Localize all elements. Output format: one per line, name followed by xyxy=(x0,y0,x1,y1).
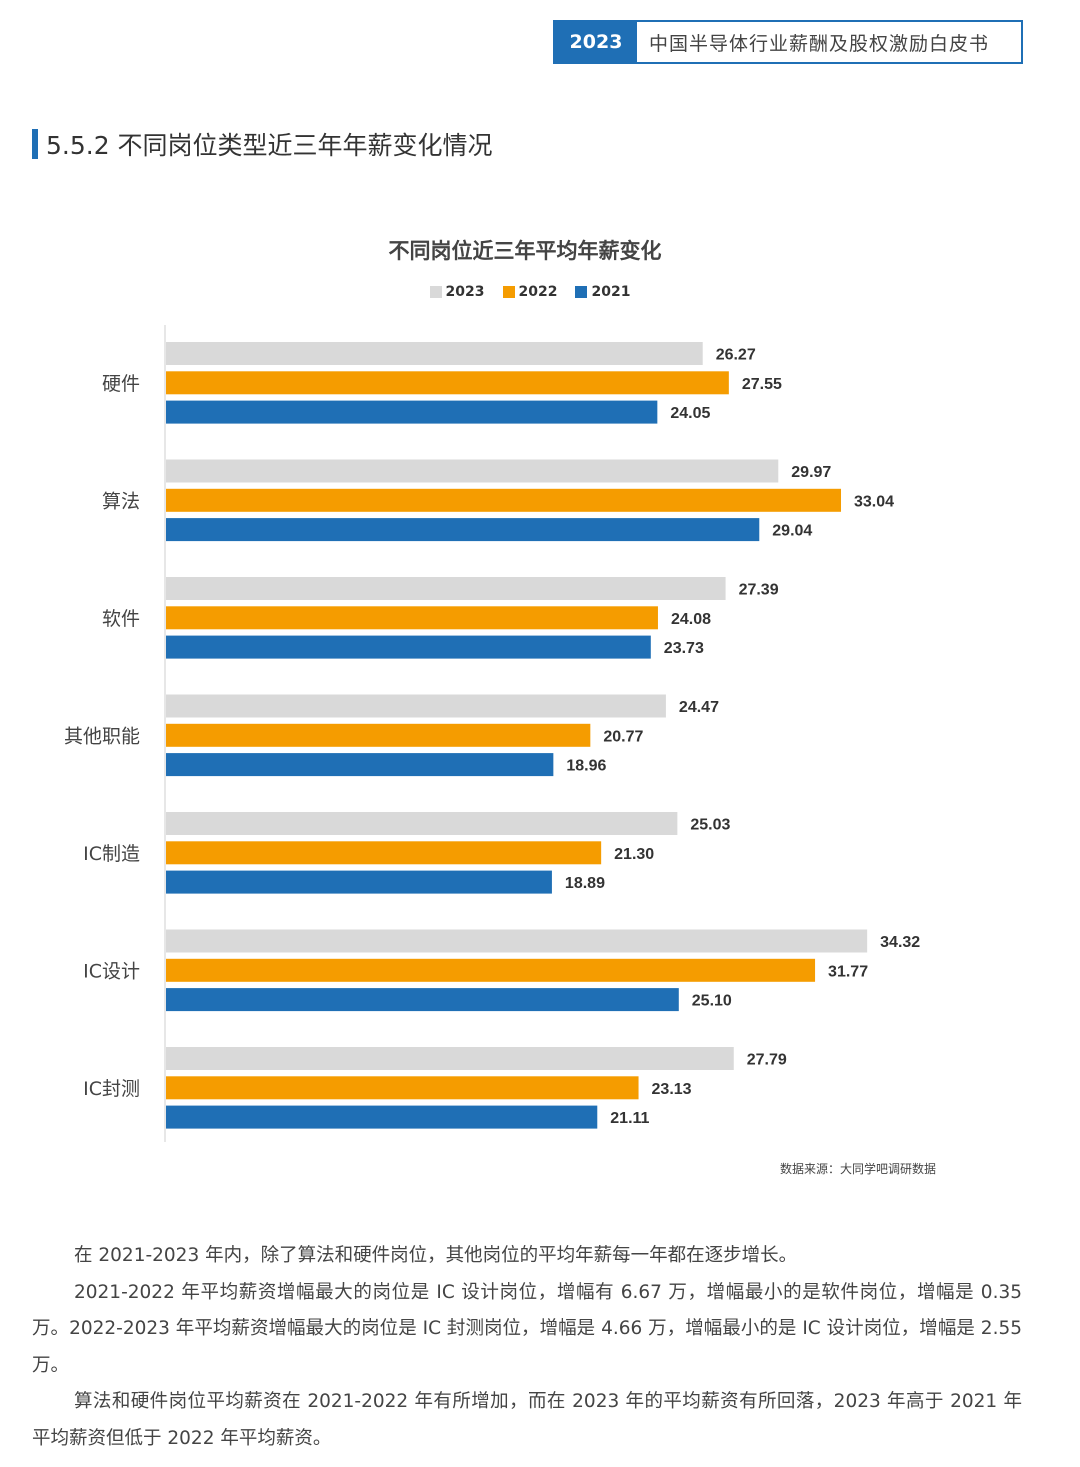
bar-2021 xyxy=(166,988,679,1012)
bar-2021 xyxy=(166,635,651,659)
data-label-2023: 25.03 xyxy=(690,817,730,834)
data-label-2022: 33.04 xyxy=(854,493,894,510)
legend-swatch-2022 xyxy=(502,286,515,298)
bar-2023 xyxy=(166,694,666,718)
legend-swatch-2023 xyxy=(429,286,442,298)
paragraph-2: 2021-2022 年平均薪资增幅最大的岗位是 IC 设计岗位，增幅有 6.67… xyxy=(32,1281,1022,1376)
data-source: 数据来源：大同学吧调研数据 xyxy=(780,1162,937,1176)
bar-2022 xyxy=(166,1076,639,1100)
header-title: 中国半导体行业薪酬及股权激励白皮书 xyxy=(649,32,990,55)
chart-title: 不同岗位近三年平均年薪变化 xyxy=(388,239,662,263)
data-label-2022: 23.13 xyxy=(652,1081,692,1098)
bar-2021 xyxy=(166,1105,598,1129)
data-label-2023: 26.27 xyxy=(716,347,756,364)
category-label: IC设计 xyxy=(83,960,140,982)
bar-2021 xyxy=(166,753,554,777)
bar-2022 xyxy=(166,723,591,747)
data-label-2021: 24.05 xyxy=(670,405,710,422)
header-badge: 2023 中国半导体行业薪酬及股权激励白皮书 xyxy=(553,20,1023,64)
bar-2022 xyxy=(166,841,602,865)
legend-label-2023: 2023 xyxy=(445,284,485,300)
bar-2021 xyxy=(166,518,760,542)
category-label: 硬件 xyxy=(102,373,140,395)
data-label-2022: 20.77 xyxy=(603,728,643,745)
data-label-2022: 24.08 xyxy=(671,611,711,628)
category-label: 算法 xyxy=(102,490,140,512)
data-label-2021: 18.89 xyxy=(565,875,605,892)
data-label-2023: 34.32 xyxy=(880,934,920,951)
body-text: 在 2021-2023 年内，除了算法和硬件岗位，其他岗位的平均年薪每一年都在逐… xyxy=(32,1238,1022,1457)
category-label: 软件 xyxy=(102,608,140,630)
legend-swatch-2021 xyxy=(575,286,588,298)
data-label-2023: 27.79 xyxy=(747,1052,787,1069)
category-label: IC制造 xyxy=(83,843,140,865)
bar-2023 xyxy=(166,929,868,953)
bar-2023 xyxy=(166,1047,734,1070)
section-heading: 5.5.2 不同岗位类型近三年年薪变化情况 xyxy=(32,128,493,160)
bar-2022 xyxy=(166,371,729,395)
data-label-2021: 21.11 xyxy=(610,1110,649,1127)
legend-label-2021: 2021 xyxy=(591,284,631,300)
bar-2022 xyxy=(166,488,842,512)
data-label-2023: 24.47 xyxy=(679,699,719,716)
data-label-2022: 27.55 xyxy=(742,376,782,393)
legend-item-2023: 2023 xyxy=(429,284,485,300)
bar-2022 xyxy=(166,606,658,630)
paragraph-3: 算法和硬件岗位平均薪资在 2021-2022 年有所增加，而在 2023 年的平… xyxy=(32,1391,1022,1449)
section-title: 5.5.2 不同岗位类型近三年年薪变化情况 xyxy=(46,131,493,160)
bar-2023 xyxy=(166,577,726,600)
bar-2021 xyxy=(166,870,552,894)
paragraph-1: 在 2021-2023 年内，除了算法和硬件岗位，其他岗位的平均年薪每一年都在逐… xyxy=(74,1245,798,1266)
bar-2023 xyxy=(166,812,678,835)
bar-2022 xyxy=(166,958,816,982)
data-label-2021: 25.10 xyxy=(692,993,732,1010)
data-label-2023: 29.97 xyxy=(791,464,831,481)
header-year: 2023 xyxy=(555,22,637,62)
category-label: 其他职能 xyxy=(64,725,140,747)
legend-item-2022: 2022 xyxy=(502,284,558,300)
chart-legend: 2023 2022 2021 xyxy=(0,284,1060,300)
data-label-2021: 29.04 xyxy=(772,523,812,540)
category-label: IC封测 xyxy=(83,1078,140,1100)
legend-label-2022: 2022 xyxy=(518,284,558,300)
bar-2023 xyxy=(166,459,779,483)
data-label-2022: 31.77 xyxy=(828,963,868,980)
bar-2021 xyxy=(166,400,658,424)
data-label-2021: 18.96 xyxy=(566,758,606,775)
bar-2023 xyxy=(166,342,703,365)
data-label-2023: 27.39 xyxy=(739,582,779,599)
legend-item-2021: 2021 xyxy=(575,284,630,300)
data-label-2022: 21.30 xyxy=(614,846,654,863)
bar-chart: 硬件 26.27 27.55 24.05 算法 29.97 33.04 29.04 软件 27.3… xyxy=(64,325,920,1142)
section-marker xyxy=(32,129,38,159)
data-label-2021: 23.73 xyxy=(664,640,704,657)
